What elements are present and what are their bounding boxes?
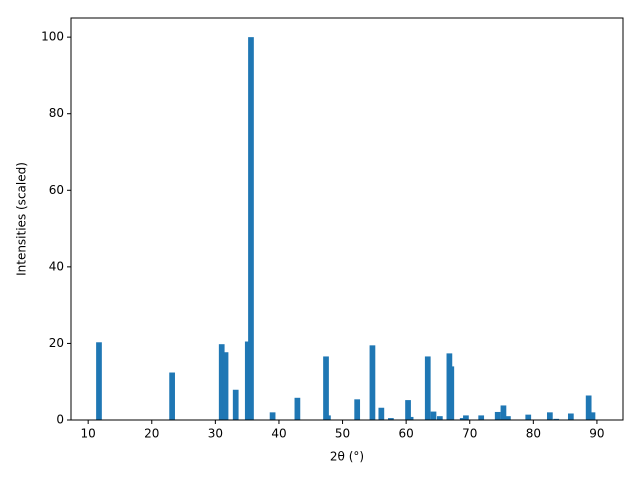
bar — [463, 415, 469, 420]
x-tick-label: 70 — [462, 427, 477, 441]
bar — [294, 397, 301, 420]
y-axis-label: Intensities (scaled) — [15, 162, 29, 276]
bar — [500, 405, 507, 420]
y-tick-label: 20 — [49, 336, 64, 350]
bar — [248, 37, 254, 421]
bar — [369, 345, 376, 420]
bar — [505, 416, 511, 420]
x-tick-label: 40 — [271, 427, 286, 441]
bar — [407, 416, 414, 420]
bar — [269, 412, 276, 420]
x-tick-label: 90 — [589, 427, 604, 441]
x-tick-label: 20 — [144, 427, 159, 441]
y-tick-label: 100 — [41, 30, 64, 44]
bar — [244, 341, 251, 420]
y-tick-label: 80 — [49, 106, 64, 120]
x-tick-label: 50 — [335, 427, 350, 441]
x-tick-label: 10 — [81, 427, 96, 441]
bar — [218, 344, 225, 420]
y-tick-label: 40 — [49, 259, 64, 273]
bar — [525, 414, 532, 420]
bar — [494, 411, 501, 420]
bar — [378, 407, 385, 420]
bar — [567, 413, 574, 420]
bar — [448, 366, 455, 420]
x-tick-label: 60 — [399, 427, 414, 441]
bar — [388, 418, 394, 420]
bar — [430, 411, 437, 420]
bar — [323, 356, 329, 420]
bar — [232, 389, 239, 420]
bar — [478, 415, 485, 420]
bar — [589, 412, 596, 420]
bar — [459, 418, 466, 420]
x-axis-label: 2θ (°) — [330, 450, 364, 464]
bar — [325, 415, 331, 420]
bar — [547, 412, 553, 420]
bar — [424, 356, 431, 420]
bar — [553, 418, 560, 420]
bar — [96, 342, 102, 420]
y-tick-label: 0 — [56, 413, 64, 427]
bar — [585, 395, 592, 420]
bar — [222, 352, 229, 420]
plot-frame — [70, 17, 624, 421]
bar — [436, 416, 443, 420]
bar — [405, 400, 411, 420]
bar — [169, 372, 175, 420]
x-tick-label: 80 — [526, 427, 541, 441]
bar — [354, 399, 361, 420]
x-tick-label: 30 — [208, 427, 223, 441]
y-tick-label: 60 — [49, 183, 64, 197]
